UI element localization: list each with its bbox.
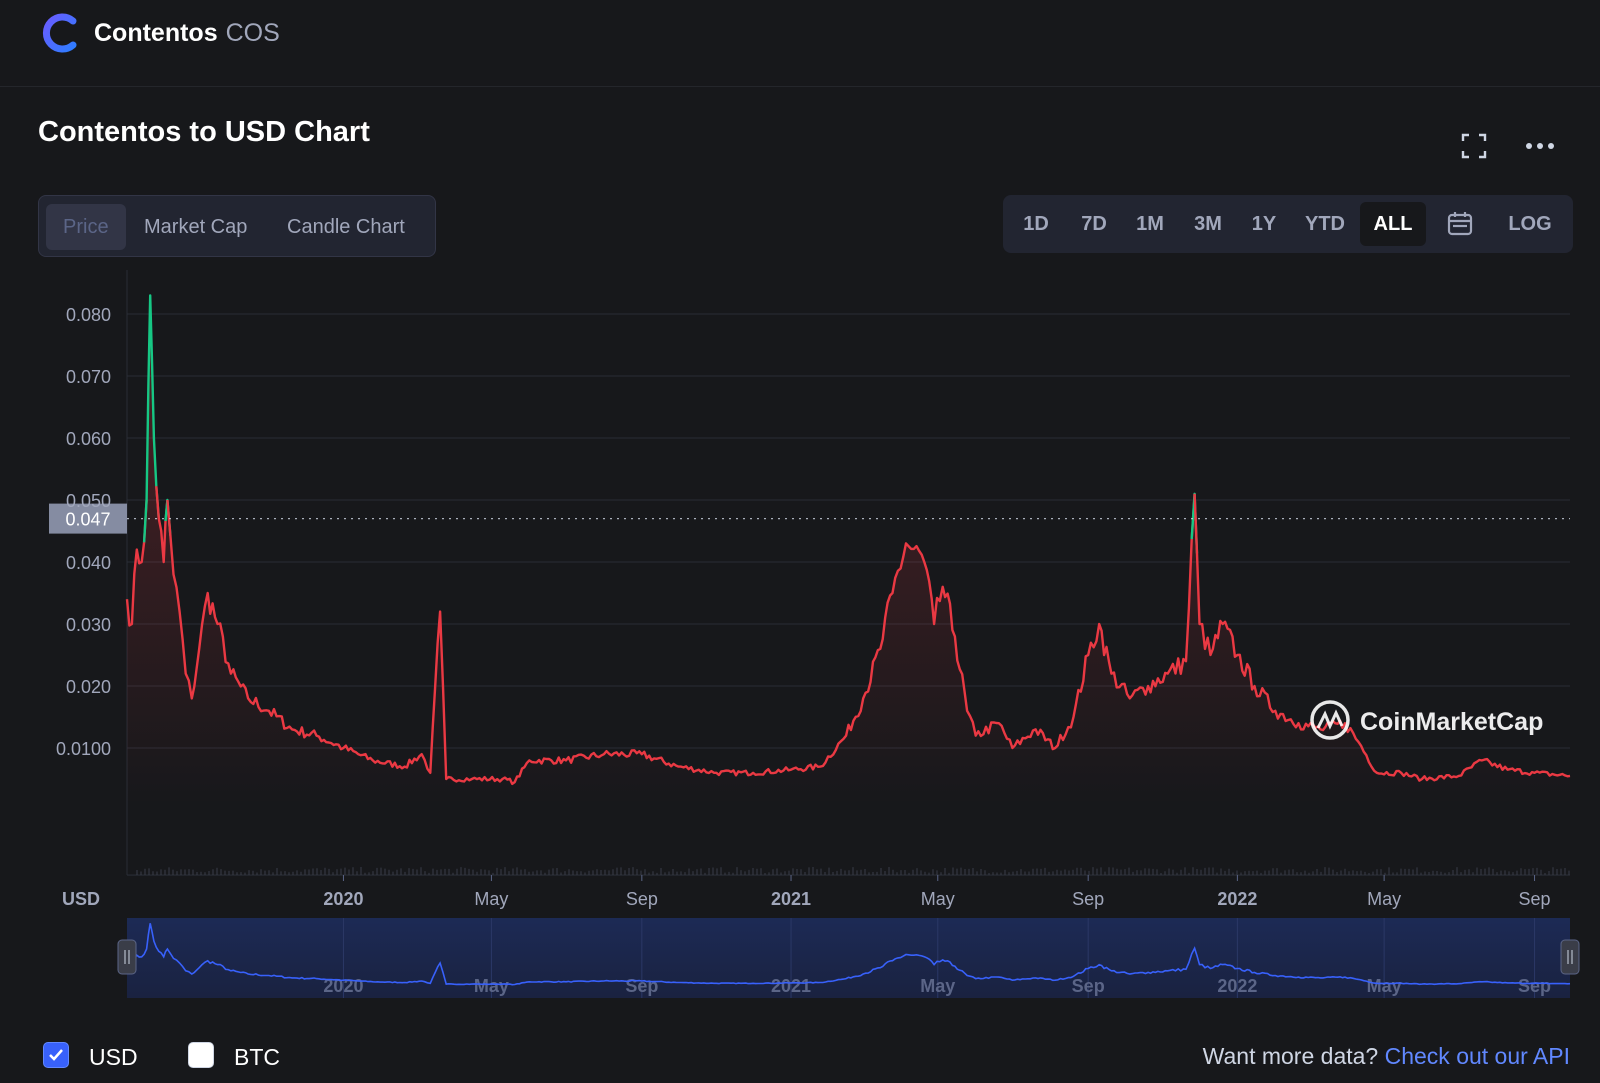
watermark-text: CoinMarketCap [1360, 708, 1543, 736]
tab-candle-chart[interactable]: Candle Chart [287, 216, 405, 238]
tab-market-cap[interactable]: Market Cap [144, 216, 248, 238]
api-prompt: Want more data? [1202, 1043, 1379, 1069]
price-chart[interactable]: 0.047 0.080 0.070 0.060 0.050 0.040 0.030 0.02… [0, 270, 1600, 1030]
x-axis: 2020 May Sep 2021 May Sep 2022 May Sep [323, 875, 1551, 909]
x-tick-label: Sep [626, 889, 658, 909]
contentos-logo-icon [42, 13, 77, 53]
navigator-left-handle[interactable] [117, 939, 137, 975]
y-tick-label: 0.080 [66, 305, 111, 325]
navigator-right-handle[interactable] [1560, 939, 1580, 975]
fullscreen-button[interactable] [1454, 126, 1494, 166]
navigator-line [126, 923, 1571, 986]
btc-checkbox[interactable] [188, 1042, 214, 1068]
time-range-tabs: 1D 7D 1M 3M 1Y YTD ALL LOG [1003, 195, 1573, 253]
range-calendar-button[interactable] [1435, 202, 1485, 246]
range-navigator[interactable]: 2020 May Sep 2021 May Sep 2022 May Sep [117, 918, 1580, 998]
x-tick-label: 2020 [323, 889, 363, 909]
y-axis-unit-label: USD [62, 889, 100, 909]
chart-title: Contentos to USD Chart [38, 116, 370, 148]
btc-label: BTC [234, 1044, 280, 1070]
usd-checkbox[interactable] [43, 1042, 69, 1068]
y-tick-label: 0.0100 [56, 739, 111, 759]
range-ytd[interactable]: YTD [1305, 213, 1345, 235]
price-line-below-reference [125, 499, 148, 627]
price-line-below-reference [166, 493, 1196, 786]
price-area [127, 295, 1570, 805]
reference-price-label: 0.047 [65, 510, 110, 530]
navigator-tick-label: May [474, 976, 509, 996]
x-tick-label: 2022 [1217, 889, 1257, 909]
coinmarketcap-logo-icon [1310, 700, 1350, 740]
navigator-tick-label: May [1367, 976, 1402, 996]
api-link[interactable]: Check out our API [1384, 1043, 1570, 1069]
x-tick-label: Sep [1519, 889, 1551, 909]
navigator-right-handle-grip[interactable] [1560, 939, 1580, 975]
navigator-background [127, 918, 1570, 998]
y-axis: 0.080 0.070 0.060 0.050 0.040 0.030 0.020 0.010… [56, 305, 111, 759]
range-3m[interactable]: 3M [1194, 213, 1222, 235]
price-line-above-reference [142, 294, 160, 543]
navigator-tick-label: May [920, 976, 955, 996]
api-promo: Want more data? Check out our API [1203, 1043, 1570, 1070]
more-dots-icon [1526, 143, 1554, 149]
navigator-tick-label: 2022 [1217, 976, 1257, 996]
tab-price[interactable]: Price [46, 204, 126, 250]
y-tick-label: 0.060 [66, 429, 111, 449]
range-log[interactable]: LOG [1508, 213, 1552, 235]
reference-price-badge [49, 503, 127, 534]
navigator-tick-label: 2021 [771, 976, 811, 996]
y-tick-label: 0.030 [66, 615, 111, 635]
reference-price-line: 0.047 [49, 503, 1570, 534]
price-line [125, 294, 1571, 875]
y-tick-label: 0.040 [66, 553, 111, 573]
price-area-fill [127, 295, 1570, 805]
navigator-tick-label: Sep [1072, 976, 1105, 996]
coinmarketcap-watermark: CoinMarketCap [1310, 700, 1543, 740]
x-tick-label: May [921, 889, 955, 909]
navigator-left-handle-grip[interactable] [117, 939, 137, 975]
x-tick-label: May [1367, 889, 1401, 909]
coin-name: Contentos COS [94, 19, 280, 47]
range-1m[interactable]: 1M [1136, 213, 1164, 235]
price-line-below-reference [1193, 493, 1571, 782]
x-tick-label: Sep [1072, 889, 1104, 909]
volume-bars [136, 867, 1570, 875]
y-tick-label: 0.070 [66, 367, 111, 387]
range-all[interactable]: ALL [1360, 202, 1426, 246]
x-tick-label: May [474, 889, 508, 909]
navigator-tick-label: Sep [625, 976, 658, 996]
checkmark-icon [49, 1049, 63, 1061]
y-tick-label: 0.050 [66, 491, 111, 511]
coin-symbol: COS [225, 19, 280, 47]
y-tick-label: 0.020 [66, 677, 111, 697]
calendar-icon [1447, 212, 1473, 236]
usd-label: USD [89, 1044, 138, 1070]
range-1d[interactable]: 1D [1023, 213, 1049, 235]
chart-type-tabs: Price Market Cap Candle Chart [38, 195, 436, 257]
navigator-tick-label: Sep [1518, 976, 1551, 996]
more-options-button[interactable] [1520, 126, 1560, 166]
top-bar: Contentos COS [0, 0, 1600, 87]
range-7d[interactable]: 7D [1081, 213, 1107, 235]
range-1y[interactable]: 1Y [1251, 213, 1277, 235]
fullscreen-icon [1461, 133, 1487, 159]
x-tick-label: 2021 [771, 889, 811, 909]
